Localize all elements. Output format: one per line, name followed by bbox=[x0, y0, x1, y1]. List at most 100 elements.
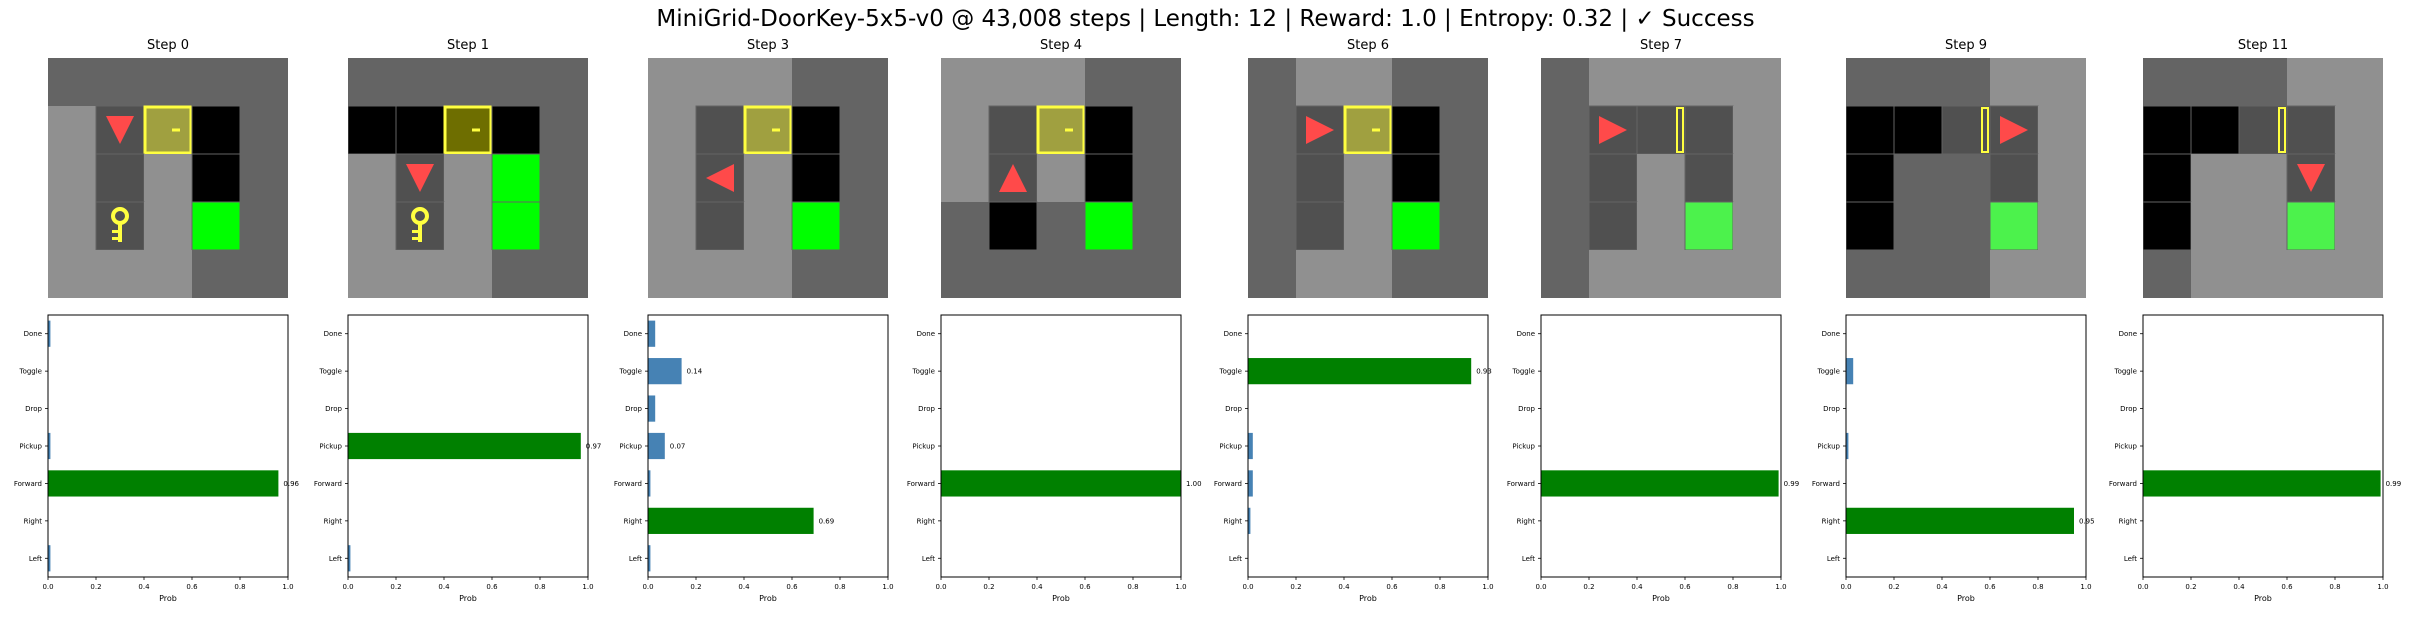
action-prob-chart: Left Right Forward 1.00 Pickup Drop Toggle Done… bbox=[907, 314, 1202, 603]
value-label: 0.69 bbox=[819, 517, 835, 525]
category-label: Done bbox=[1517, 330, 1535, 338]
category-label: Left bbox=[922, 555, 935, 563]
grid-cell bbox=[1733, 154, 1781, 202]
grid-cell bbox=[988, 201, 1038, 251]
grid-cell bbox=[840, 58, 888, 106]
category-label: Done bbox=[324, 330, 342, 338]
bar-toggle bbox=[1248, 358, 1472, 385]
grid-cell bbox=[2287, 250, 2335, 298]
grid-cell bbox=[1894, 202, 1942, 250]
x-tick-label: 1.0 bbox=[1482, 583, 1493, 591]
grid-cell bbox=[540, 106, 588, 154]
x-tick-label: 0.2 bbox=[983, 583, 994, 591]
x-tick-label: 0.4 bbox=[1631, 583, 1643, 591]
agent-triangle-icon bbox=[2297, 164, 2325, 192]
x-tick-label: 0.4 bbox=[138, 583, 150, 591]
category-label: Drop bbox=[1225, 405, 1242, 413]
value-label: 0.97 bbox=[586, 443, 602, 451]
category-label: Pickup bbox=[1512, 443, 1535, 451]
bar-pickup bbox=[1248, 432, 1253, 460]
x-tick-label: 0.6 bbox=[2281, 583, 2293, 591]
bar-forward bbox=[941, 470, 1181, 497]
x-axis-label: Prob bbox=[759, 594, 777, 603]
x-tick-label: 1.0 bbox=[2080, 583, 2091, 591]
grid-cell bbox=[2143, 105, 2192, 155]
grid-cell bbox=[2038, 154, 2086, 202]
bar-drop bbox=[648, 395, 656, 422]
locked-door-icon bbox=[143, 105, 193, 155]
value-label: 0.14 bbox=[687, 368, 703, 376]
x-tick-label: 1.0 bbox=[1775, 583, 1786, 591]
x-tick-label: 0.8 bbox=[1434, 583, 1445, 591]
grid-cell bbox=[2143, 153, 2192, 203]
category-label: Toggle bbox=[18, 368, 42, 376]
open-door-icon bbox=[1676, 107, 1684, 153]
x-tick-label: 0.0 bbox=[2137, 583, 2148, 591]
grid-cell bbox=[1391, 201, 1441, 251]
grid-cell bbox=[1084, 201, 1134, 251]
x-tick-label: 0.0 bbox=[42, 583, 53, 591]
value-label: 0.95 bbox=[2079, 517, 2095, 525]
grid-cell bbox=[1391, 105, 1441, 155]
agent-triangle-icon bbox=[706, 164, 734, 192]
x-tick-label: 0.2 bbox=[2185, 583, 2196, 591]
grid-cell bbox=[1296, 58, 1344, 106]
bar-left bbox=[48, 545, 51, 572]
agent-triangle-icon bbox=[2000, 116, 2028, 144]
x-tick-label: 0.2 bbox=[690, 583, 701, 591]
category-label: Drop bbox=[1823, 405, 1840, 413]
x-tick-label: 1.0 bbox=[1175, 583, 1186, 591]
x-tick-label: 0.2 bbox=[1290, 583, 1301, 591]
category-label: Toggle bbox=[911, 368, 935, 376]
x-tick-label: 0.6 bbox=[1679, 583, 1691, 591]
grid-cell bbox=[1440, 202, 1488, 250]
step-title: Step 3 bbox=[746, 38, 789, 53]
x-tick-label: 0.8 bbox=[1127, 583, 1138, 591]
bar-toggle bbox=[648, 358, 682, 385]
grid-cell bbox=[648, 58, 696, 106]
category-label: Pickup bbox=[19, 443, 42, 451]
category-label: Done bbox=[1224, 330, 1242, 338]
grid-cell bbox=[648, 202, 696, 250]
grid-cell bbox=[95, 153, 145, 203]
key-icon bbox=[111, 207, 129, 242]
action-prob-chart: Left Right Forward Pickup Drop Toggle 0.93 Done… bbox=[1214, 314, 1494, 603]
grid-cell bbox=[1344, 58, 1392, 106]
x-tick-label: 0.0 bbox=[935, 583, 946, 591]
x-tick-label: 0.2 bbox=[1888, 583, 1899, 591]
x-axis-label: Prob bbox=[159, 594, 177, 603]
bar-forward bbox=[48, 470, 279, 497]
agent-triangle-icon bbox=[999, 164, 1027, 192]
bar-forward bbox=[1541, 470, 1779, 497]
category-label: Left bbox=[2124, 555, 2137, 563]
grid-cell bbox=[1685, 250, 1733, 298]
x-tick-label: 0.6 bbox=[1386, 583, 1398, 591]
grid-cell bbox=[1637, 202, 1685, 250]
x-tick-label: 0.4 bbox=[738, 583, 750, 591]
grid-cell bbox=[840, 154, 888, 202]
x-tick-label: 0.0 bbox=[1535, 583, 1546, 591]
grid-cell bbox=[348, 154, 396, 202]
grid-cell bbox=[1733, 250, 1781, 298]
category-label: Right bbox=[24, 517, 43, 525]
grid-cell bbox=[1989, 201, 2039, 251]
category-label: Pickup bbox=[619, 443, 642, 451]
x-tick-label: 1.0 bbox=[582, 583, 593, 591]
grid-cell bbox=[1733, 106, 1781, 154]
grid-cell bbox=[2143, 250, 2191, 298]
action-prob-chart: Left Right 0.95 Forward Pickup Drop Toggle Done… bbox=[1812, 314, 2095, 603]
category-label: Toggle bbox=[318, 368, 342, 376]
grid-cell bbox=[1344, 154, 1392, 202]
x-tick-label: 0.6 bbox=[1079, 583, 1091, 591]
value-label: 1.00 bbox=[1186, 480, 1202, 488]
grid-observation bbox=[1541, 58, 1781, 298]
action-prob-chart: Left Right Forward Pickup 0.97 Drop Toggle Done… bbox=[314, 314, 601, 603]
x-axis-label: Prob bbox=[459, 594, 477, 603]
grid-cell bbox=[491, 153, 541, 203]
grid-observation bbox=[1248, 58, 1488, 298]
grid-cell bbox=[2335, 154, 2383, 202]
value-label: 0.99 bbox=[1784, 480, 1800, 488]
x-tick-label: 0.6 bbox=[786, 583, 798, 591]
x-axis-label: Prob bbox=[1957, 594, 1975, 603]
grid-cell bbox=[144, 58, 192, 106]
